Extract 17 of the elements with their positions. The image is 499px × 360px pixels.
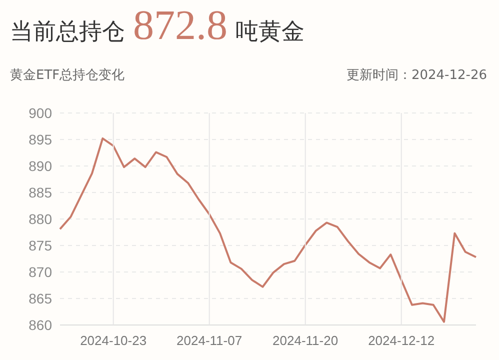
chart-title: 当前总持仓 872.8 吨黄金 xyxy=(10,2,304,50)
y-tick-label: 885 xyxy=(28,184,52,200)
y-tick-label: 870 xyxy=(28,264,52,280)
text: 更新时间：2024-12-26 xyxy=(346,67,487,84)
y-tick-label: 890 xyxy=(28,158,52,174)
x-tick-label: 2024-10-23 xyxy=(80,333,147,348)
x-tick-label: 2024-12-12 xyxy=(368,333,435,348)
y-tick-label: 875 xyxy=(28,237,52,254)
y-tick-label: 880 xyxy=(28,210,52,227)
x-tick-label: 2024-11-07 xyxy=(176,333,242,348)
y-tick-label: 865 xyxy=(28,290,52,306)
y-tick-label: 900 xyxy=(28,104,52,121)
y-tick-label: 895 xyxy=(28,131,52,148)
line-series xyxy=(59,137,477,323)
y-tick-label: 860 xyxy=(28,316,52,333)
x-tick-label: 2024-11-20 xyxy=(272,333,338,348)
chart-subtitle: 黄金ETF总持仓变化 xyxy=(10,67,125,84)
